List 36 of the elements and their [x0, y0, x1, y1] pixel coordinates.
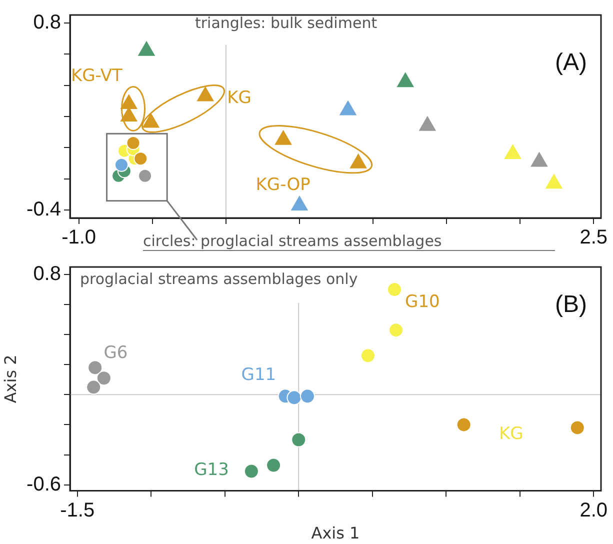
point — [86, 380, 102, 395]
y-axis-title: Axis 2 — [0, 354, 20, 404]
y-tick-label: -0.6 — [26, 473, 61, 496]
point — [456, 417, 472, 432]
y-tick-label: -0.4 — [26, 198, 61, 221]
annotation: triangles: bulk sediment — [195, 14, 378, 32]
annotation: G11 — [241, 365, 276, 386]
point — [387, 282, 402, 298]
point — [388, 322, 404, 338]
point — [266, 458, 282, 473]
point — [286, 390, 302, 406]
x-tick-label: 2.5 — [580, 226, 608, 249]
annotation: proglacial streams assemblages only — [80, 270, 358, 288]
point — [300, 388, 315, 404]
text: (A) — [555, 49, 587, 77]
x-axis-title: Axis 1 — [311, 524, 360, 543]
annotation: KG — [227, 88, 252, 108]
point — [291, 432, 306, 448]
x-tick-label: -1.0 — [62, 226, 96, 249]
annotation: KG-OP — [256, 175, 310, 196]
point — [88, 360, 103, 376]
annotation: KG-VT — [70, 66, 122, 86]
point — [96, 370, 112, 386]
point — [360, 348, 376, 364]
y-tick-label: 0.8 — [33, 11, 61, 34]
annotation: G6 — [104, 342, 128, 363]
x-tick-label: -1.5 — [60, 499, 95, 522]
y-tick-label: 0.8 — [33, 263, 61, 286]
annotation: G10 — [405, 292, 440, 312]
x-tick-label: 2.0 — [580, 499, 608, 522]
text: circles: proglacial streams assemblages — [143, 232, 555, 251]
annotation: G13 — [194, 460, 229, 480]
text: (B) — [555, 291, 587, 319]
point — [244, 464, 259, 479]
point — [570, 420, 585, 436]
annotation: KG — [499, 424, 524, 444]
